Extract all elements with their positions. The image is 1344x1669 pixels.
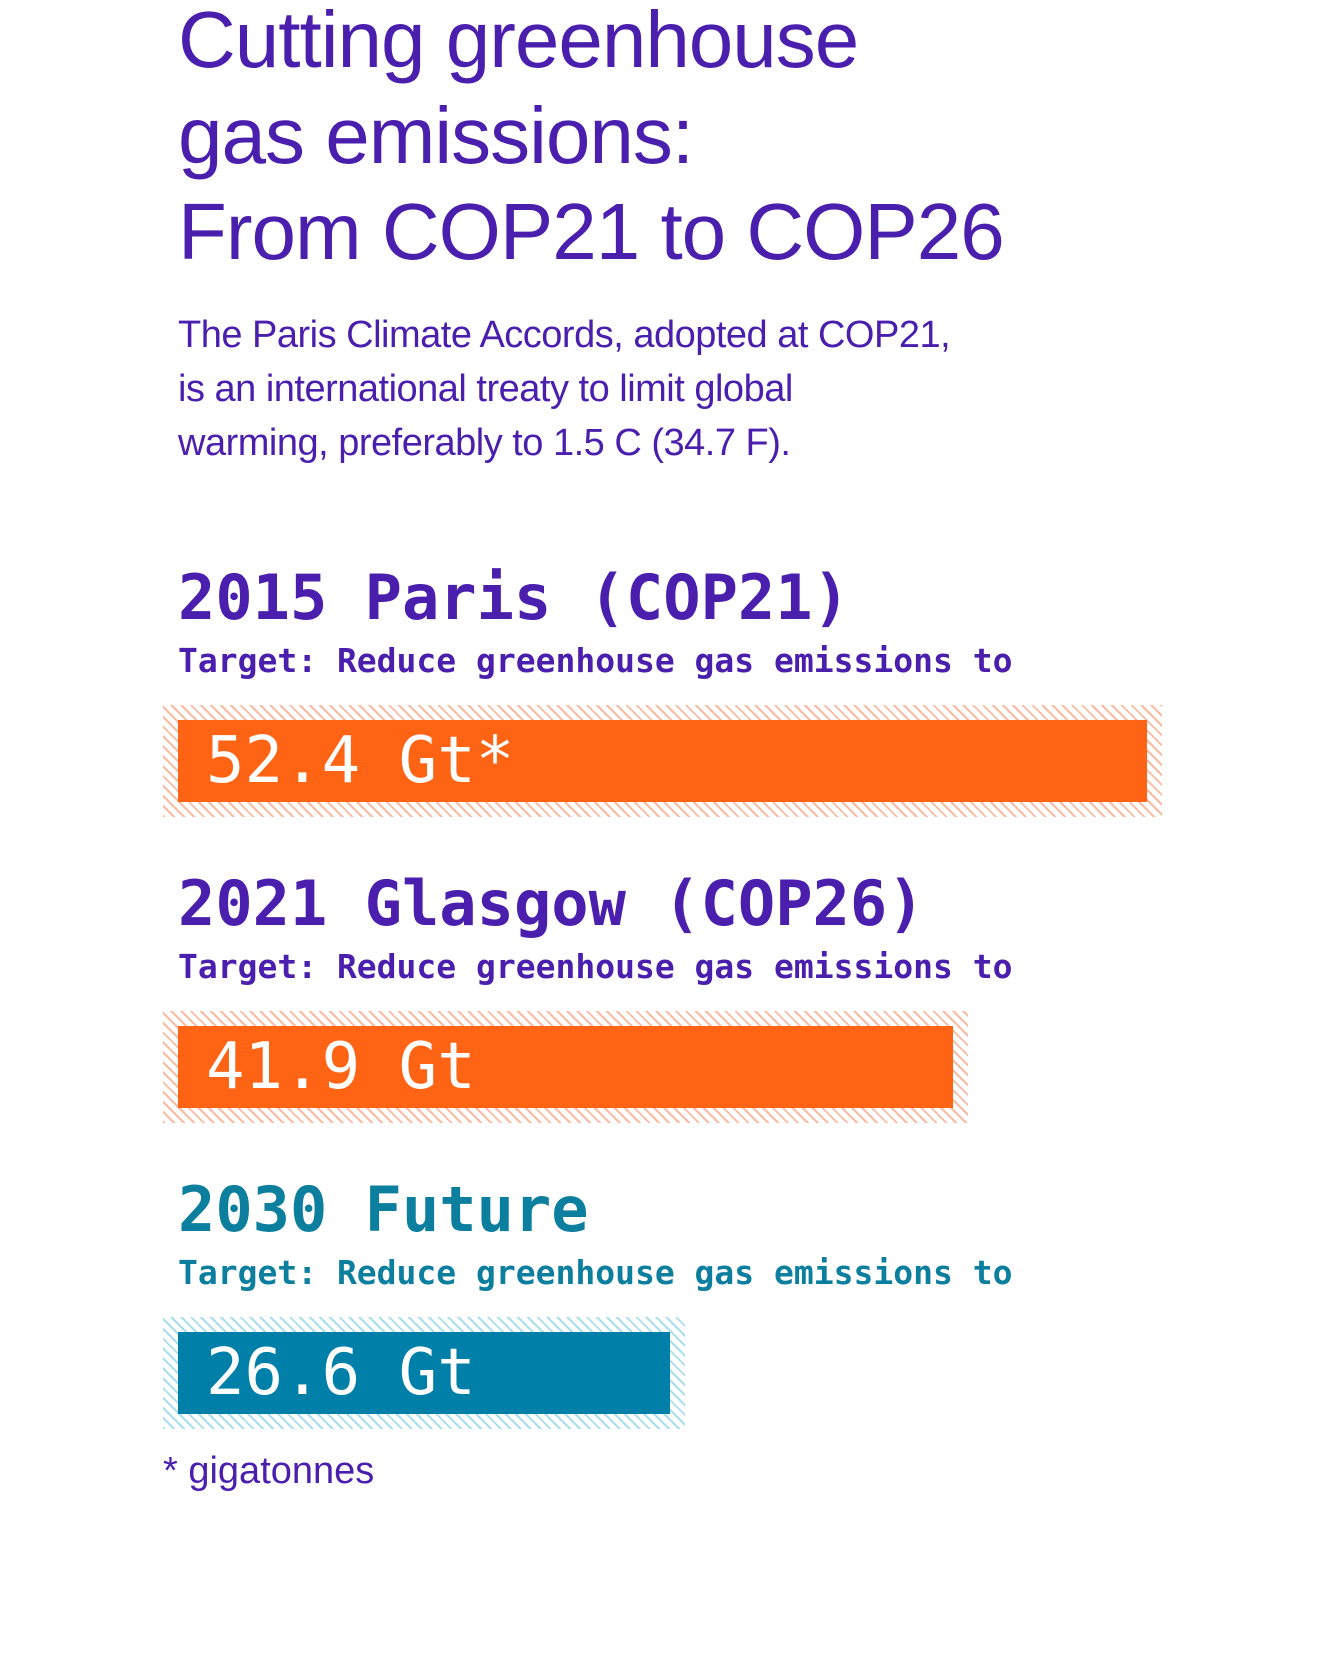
bar: 52.4 Gt* [178, 720, 1147, 802]
chart-title: Cutting greenhouse gas emissions: From C… [178, 0, 1005, 276]
chart-subtitle: The Paris Climate Accords, adopted at CO… [178, 314, 951, 464]
footnote: * gigatonnes [163, 1450, 375, 1492]
bar: 26.6 Gt [178, 1332, 670, 1414]
section-heading: 2015 Paris (COP21) [178, 561, 850, 634]
value-label: 52.4 Gt* [206, 724, 515, 798]
bar-frame: 52.4 Gt* [163, 705, 1162, 817]
value-label: 26.6 Gt [206, 1336, 476, 1410]
target-text: Target: Reduce greenhouse gas emissions … [178, 641, 1013, 680]
target-text: Target: Reduce greenhouse gas emissions … [178, 1253, 1013, 1292]
bar-frame: 41.9 Gt [163, 1011, 968, 1123]
bar-frame: 26.6 Gt [163, 1317, 685, 1429]
value-label: 41.9 Gt [206, 1030, 476, 1104]
section-heading: 2030 Future [178, 1173, 589, 1246]
bar: 41.9 Gt [178, 1026, 953, 1108]
target-text: Target: Reduce greenhouse gas emissions … [178, 947, 1013, 986]
section-heading: 2021 Glasgow (COP26) [178, 867, 925, 940]
